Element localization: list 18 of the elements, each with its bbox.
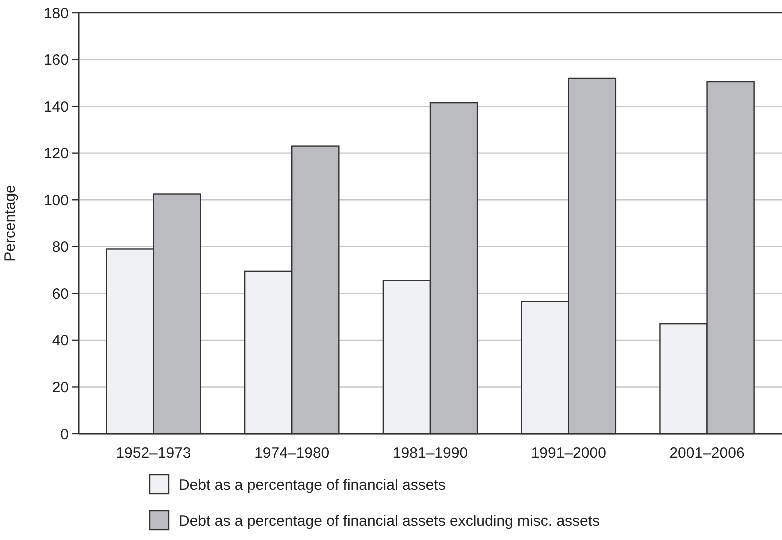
y-tick-label: 40 (52, 332, 69, 350)
y-axis-title: Percentage (2, 185, 19, 262)
legend-label: Debt as a percentage of financial assets excluding misc. assets (179, 513, 600, 530)
x-tick-label: 1991–2000 (531, 445, 606, 462)
y-tick-label: 80 (52, 239, 69, 256)
y-tick-label: 100 (44, 192, 69, 210)
y-tick-label: 160 (44, 52, 69, 70)
x-tick-label: 1981–1990 (392, 445, 468, 462)
legend-label: Debt as a percentage of financial assets (179, 477, 446, 494)
y-tick-label: 140 (44, 98, 69, 116)
x-tick-label: 2001–2006 (670, 445, 745, 462)
y-tick-label: 60 (52, 286, 69, 303)
x-tick-label: 1974–1980 (254, 445, 330, 462)
y-tick-label: 180 (44, 5, 69, 22)
y-tick-label: 20 (52, 379, 69, 396)
y-tick-label: 0 (60, 426, 69, 444)
y-tick-label: 120 (44, 146, 69, 163)
x-tick-label: 1952–1973 (116, 445, 192, 462)
